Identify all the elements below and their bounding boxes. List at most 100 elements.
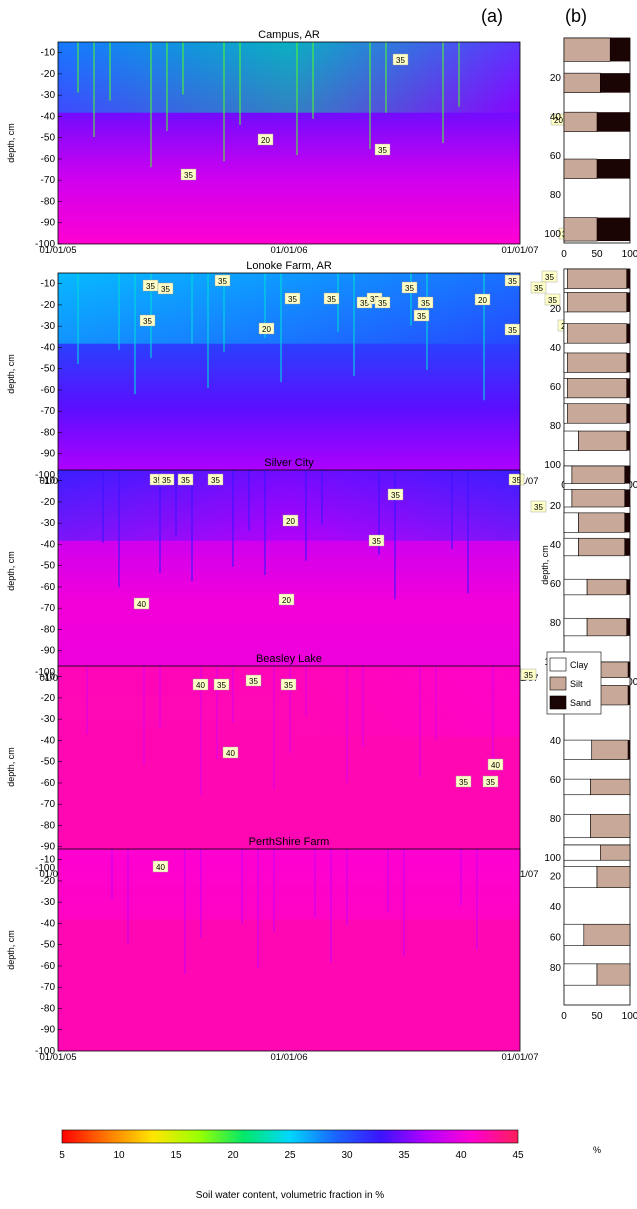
site-panels: Campus, AR 35 20 35 35 20 35 35 -10 -20 -30 -40 -50 -… [6,29,637,1063]
texture-clay-bar [563,537,579,557]
contour-label: 35 [405,284,414,293]
contour-label: 20 [262,325,271,334]
texture-depth-tick: 40 [550,540,562,551]
texture-sand-bar [624,538,630,556]
contour-label: 35 [327,295,336,304]
contour-label: 40 [137,600,146,609]
contour-label: 35 [217,681,226,690]
colorbar-tick: 30 [341,1150,353,1161]
depth-tick-label: -10 [41,855,56,866]
depth-tick-label: -20 [41,69,56,80]
depth-tick-label: -50 [41,561,56,572]
texture-depth-tick: 20 [550,73,562,84]
contour-label: 35 [421,299,430,308]
moisture-surface-variation [58,470,520,541]
contour-label-box [520,668,537,681]
depth-tick-label: -90 [41,1025,56,1036]
texture-clay-bar [563,403,568,424]
contour-label: 40 [196,681,205,690]
contour-label-box [207,473,224,486]
depth-tick-label: -50 [41,133,56,144]
texture-clay-bar [563,489,573,508]
texture-clay-bar [563,378,568,399]
texture-x-tick: 100 [622,1011,637,1022]
texture-silt-bar [566,378,627,399]
texture-clay-bar [563,268,568,289]
depth-tick-label: -30 [41,90,56,101]
texture-x-tick: 0 [561,249,567,260]
contour-label-box [482,775,499,788]
texture-silt-bar [586,617,627,637]
depth-tick-label: -60 [41,582,56,593]
depth-tick-label: -70 [41,406,56,417]
texture-sand-bar [628,662,630,678]
colorbar-tick: 40 [455,1150,467,1161]
depth-tick-label: -20 [41,693,56,704]
depth-tick-label: -90 [41,449,56,460]
depth-tick-label: -80 [41,820,56,831]
texture-silt-bar [599,844,631,861]
legend-swatch [549,695,567,710]
colorbar-tick: 15 [170,1150,182,1161]
legend-swatch [549,676,567,691]
depth-tick-label: -60 [41,154,56,165]
texture-depth-tick: 100 [544,229,561,240]
texture-silt-bar [578,537,626,557]
time-tick-label: 01/01/07 [502,245,539,256]
texture-silt-bar [566,403,627,424]
contour-label: 35 [143,317,152,326]
contour-label: 40 [156,863,165,872]
texture-clay-bar [563,963,598,986]
texture-sand-bar [597,217,630,242]
texture-x-tick: 0 [561,1011,567,1022]
depth-tick-label: -100 [35,470,55,481]
texture-silt-bar [563,111,598,133]
contour-label-box [158,473,175,486]
contour-label: 35 [146,282,155,291]
site-title: Beasley Lake [256,653,322,665]
depth-tick-label: -20 [41,300,56,311]
depth-tick-label: -50 [41,364,56,375]
site-title: Campus, AR [258,29,320,41]
contour-label-box [541,270,558,283]
depth-tick-label: -40 [41,918,56,929]
texture-depth-tick: 80 [550,963,562,974]
texture-sand-bar [626,431,630,451]
texture-sand-bar [628,685,630,705]
colorbar-tick: 35 [398,1150,410,1161]
depth-axis-label: depth, cm [6,551,16,591]
texture-depth-tick: 100 [544,460,561,471]
texture-clay-bar [563,465,573,484]
contour-label: 35 [534,503,543,512]
depth-tick-label: -70 [41,175,56,186]
texture-clay-bar [563,292,568,313]
contour-label-box [368,534,385,547]
texture-depth-tick: 80 [550,618,562,629]
contour-label-box [214,274,231,287]
contour-label-box [417,296,434,309]
texture-silt-bar [566,352,627,373]
depth-axis-label: depth, cm [6,123,16,163]
texture-silt-bar [566,323,627,344]
contour-label: 35 [153,476,162,485]
colorbar-tick: 10 [113,1150,125,1161]
contour-label-box [222,746,239,759]
texture-clay-bar [563,739,593,760]
site-title: Lonoke Farm, AR [246,260,332,272]
contour-label: 35 [288,295,297,304]
time-tick-label: 01/01/05 [40,245,77,256]
depth-tick-label: -70 [41,603,56,614]
colorbar-title: Soil water content, volumetric fraction … [196,1190,385,1201]
moisture-surface-variation [58,42,520,113]
legend-label: Silt [570,679,583,689]
depth-tick-label: -100 [35,863,55,874]
contour-label-box [258,322,275,335]
contour-label: 35 [524,671,533,680]
texture-sand-bar [626,579,630,595]
texture-silt-bar [590,813,631,839]
texture-x-tick: 50 [591,249,603,260]
